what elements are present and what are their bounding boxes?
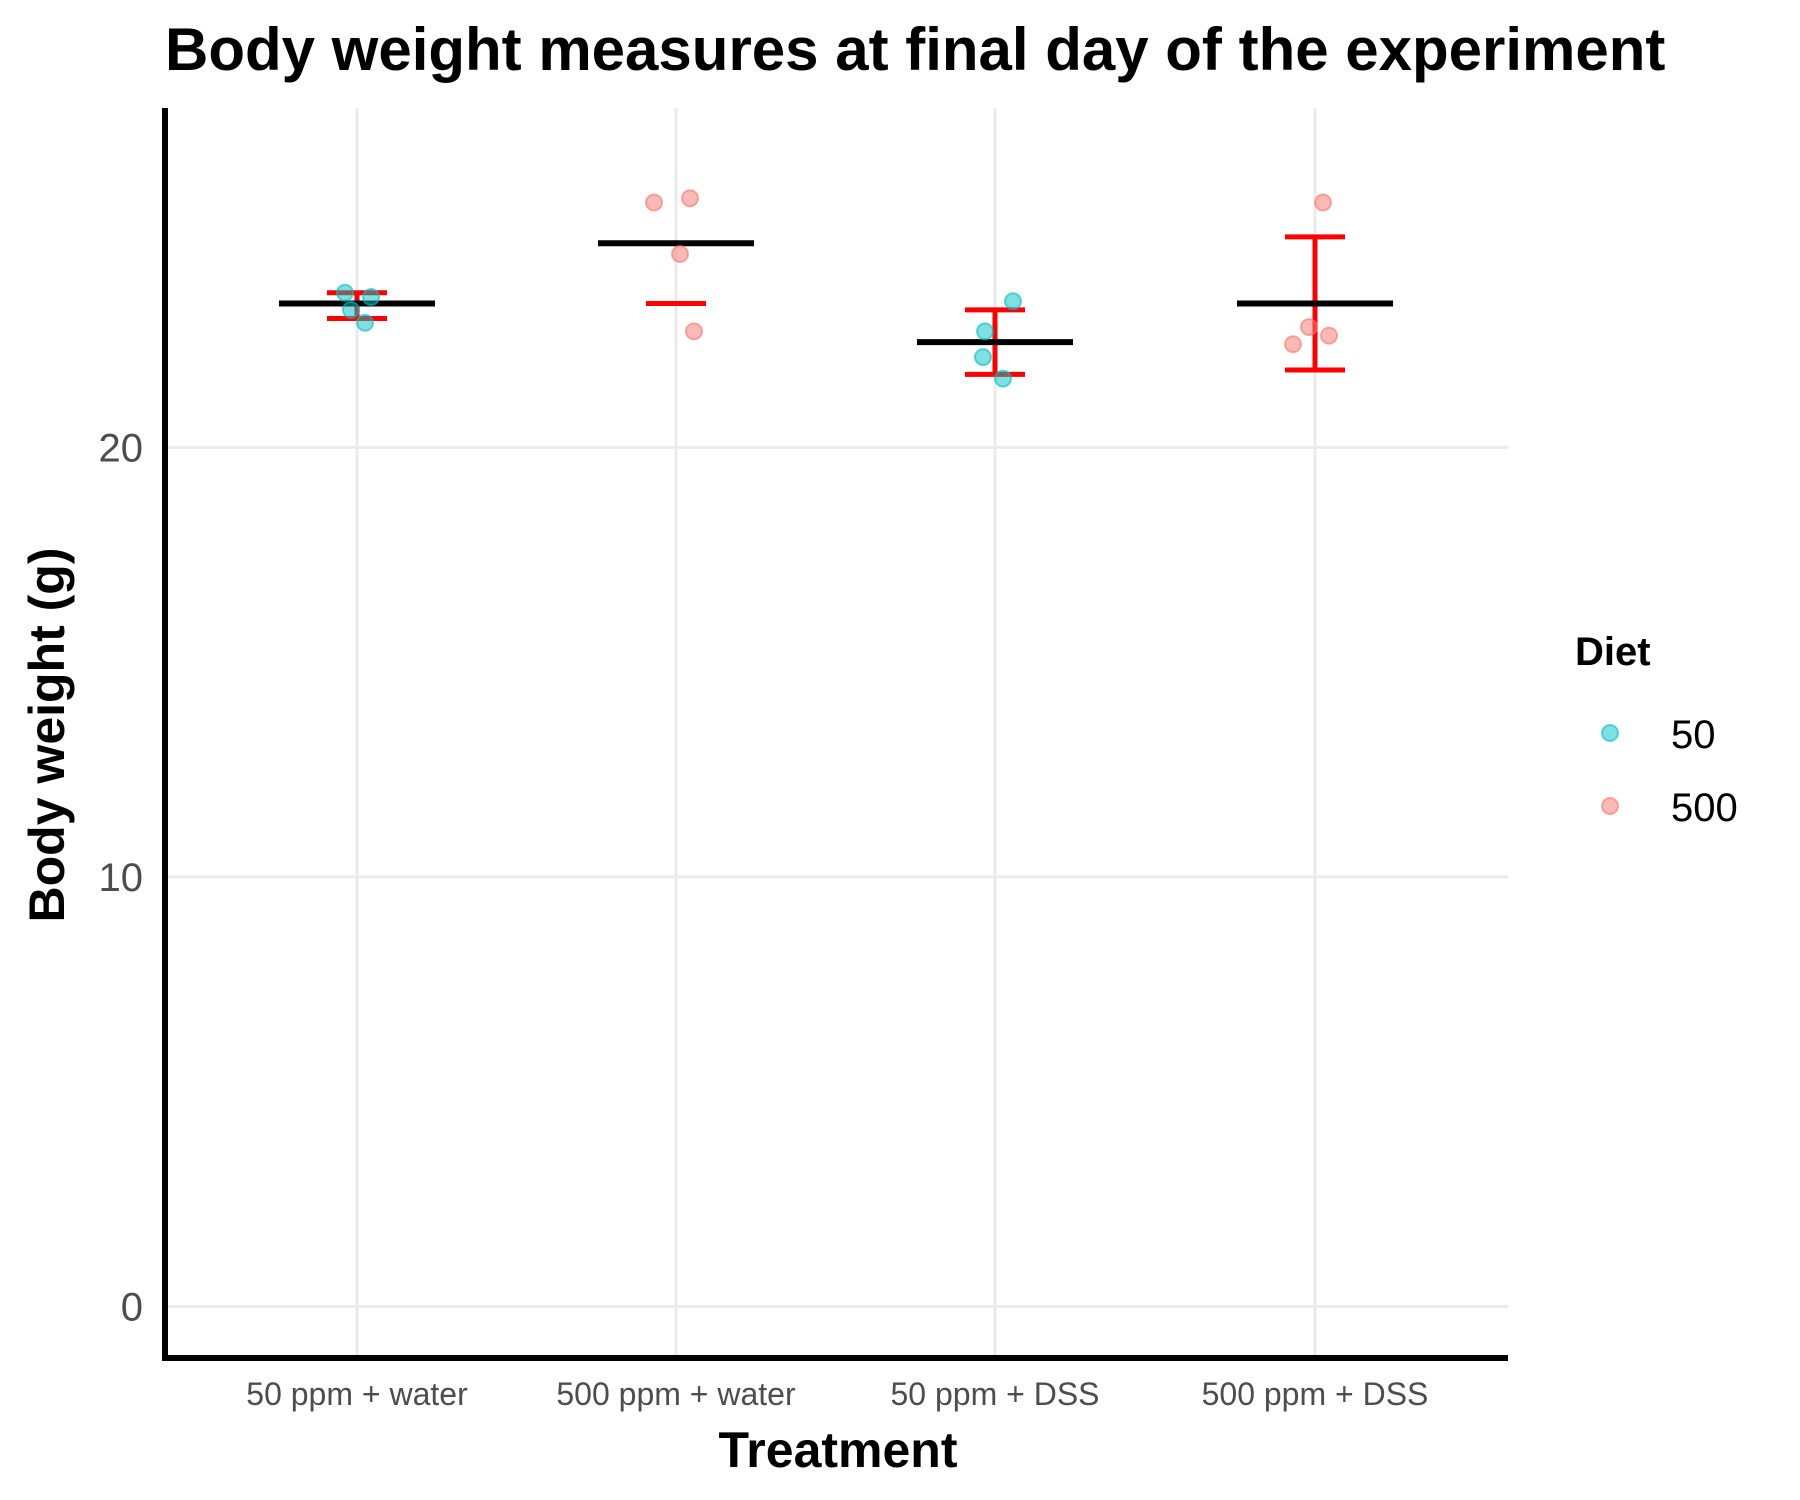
data-point — [356, 313, 374, 332]
data-point — [994, 369, 1012, 388]
legend-label: 50 — [1671, 713, 1716, 757]
y-tick-labels: 0 10 20 — [99, 426, 144, 1329]
data-point — [685, 322, 703, 341]
chart-title: Body weight measures at final day of the… — [165, 16, 1665, 83]
legend-title: Diet — [1575, 630, 1651, 674]
data-points — [336, 189, 1338, 388]
legend-entries: 50 500 — [1601, 713, 1738, 830]
y-tick-label: 10 — [99, 856, 144, 900]
data-point — [336, 283, 354, 302]
data-point — [362, 288, 380, 307]
data-point — [1284, 335, 1302, 354]
data-point — [1320, 326, 1338, 345]
x-tick-label: 500 ppm + water — [556, 1376, 796, 1412]
y-tick-label: 0 — [121, 1285, 143, 1329]
data-point — [681, 189, 699, 208]
mean-lines — [279, 240, 1393, 346]
x-tick-labels: 50 ppm + water 500 ppm + water 50 ppm + DS… — [246, 1376, 1428, 1412]
legend-key — [1601, 724, 1619, 742]
error-bars — [327, 234, 1345, 377]
legend-key — [1601, 797, 1619, 815]
data-point — [976, 322, 994, 341]
y-axis-title: Body weight (g) — [19, 548, 75, 923]
y-tick-label: 20 — [99, 426, 144, 470]
x-tick-label: 500 ppm + DSS — [1202, 1376, 1429, 1412]
x-tick-label: 50 ppm + water — [246, 1376, 468, 1412]
data-point — [1314, 193, 1332, 212]
data-point — [1300, 318, 1318, 337]
data-point — [671, 245, 689, 264]
data-point — [342, 300, 360, 319]
x-axis-title: Treatment — [719, 1422, 958, 1478]
legend-label: 500 — [1671, 786, 1738, 830]
legend: Diet 50 500 — [1575, 630, 1738, 830]
data-point — [1004, 292, 1022, 311]
data-point — [974, 348, 992, 367]
x-tick-label: 50 ppm + DSS — [891, 1376, 1100, 1412]
data-point — [645, 193, 663, 212]
